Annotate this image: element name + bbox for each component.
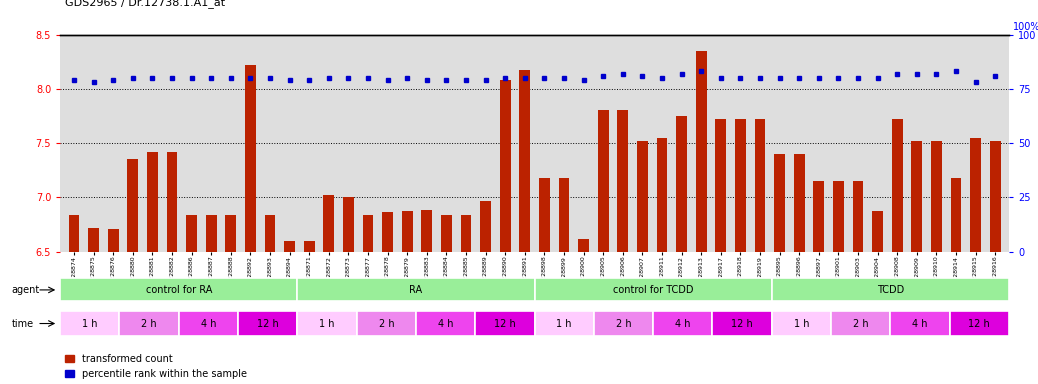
Bar xyxy=(265,215,275,252)
Text: 2 h: 2 h xyxy=(141,318,157,329)
Bar xyxy=(519,70,530,252)
Text: control for RA: control for RA xyxy=(145,285,212,295)
Bar xyxy=(441,215,452,252)
Bar xyxy=(695,51,707,252)
Bar xyxy=(421,210,432,252)
Legend: transformed count, percentile rank within the sample: transformed count, percentile rank withi… xyxy=(65,354,247,379)
Bar xyxy=(539,178,550,252)
Text: 2 h: 2 h xyxy=(616,318,631,329)
Text: 1 h: 1 h xyxy=(794,318,810,329)
Text: time: time xyxy=(11,318,33,329)
Bar xyxy=(598,111,608,252)
Bar xyxy=(304,241,315,252)
Bar xyxy=(578,238,589,252)
Bar xyxy=(852,181,864,252)
Bar xyxy=(911,141,922,252)
Bar xyxy=(382,212,393,252)
Bar xyxy=(69,215,79,252)
Bar xyxy=(637,141,648,252)
Bar xyxy=(931,141,941,252)
Bar xyxy=(676,116,687,252)
Text: 4 h: 4 h xyxy=(912,318,928,329)
Bar xyxy=(324,195,334,252)
Bar xyxy=(971,137,981,252)
Text: 12 h: 12 h xyxy=(256,318,278,329)
Text: RA: RA xyxy=(409,285,422,295)
Bar xyxy=(735,119,745,252)
Bar xyxy=(715,119,727,252)
Bar xyxy=(245,65,255,252)
Text: 12 h: 12 h xyxy=(731,318,753,329)
Text: TCDD: TCDD xyxy=(877,285,904,295)
Bar xyxy=(225,215,236,252)
Bar xyxy=(128,159,138,252)
Bar xyxy=(108,229,118,252)
Bar xyxy=(774,154,785,252)
Text: 1 h: 1 h xyxy=(556,318,572,329)
Bar xyxy=(186,215,197,252)
Bar xyxy=(794,154,804,252)
Bar xyxy=(206,215,217,252)
Bar xyxy=(834,181,844,252)
Text: 4 h: 4 h xyxy=(200,318,216,329)
Text: 12 h: 12 h xyxy=(968,318,990,329)
Bar xyxy=(990,141,1001,252)
Bar xyxy=(461,215,471,252)
Bar xyxy=(872,211,883,252)
Bar xyxy=(657,137,667,252)
Bar xyxy=(402,211,412,252)
Bar xyxy=(343,197,354,252)
Text: 12 h: 12 h xyxy=(494,318,516,329)
Bar xyxy=(499,80,511,252)
Text: 100%: 100% xyxy=(1013,22,1038,32)
Bar xyxy=(892,119,903,252)
Text: 1 h: 1 h xyxy=(82,318,98,329)
Bar xyxy=(618,111,628,252)
Bar xyxy=(88,228,99,252)
Text: 4 h: 4 h xyxy=(438,318,454,329)
Bar xyxy=(755,119,765,252)
Bar xyxy=(362,215,374,252)
Bar xyxy=(558,178,570,252)
Text: agent: agent xyxy=(11,285,39,295)
Text: 2 h: 2 h xyxy=(853,318,869,329)
Bar xyxy=(166,152,177,252)
Text: GDS2965 / Dr.12738.1.A1_at: GDS2965 / Dr.12738.1.A1_at xyxy=(65,0,225,8)
Bar xyxy=(147,152,158,252)
Bar xyxy=(951,178,961,252)
Text: 4 h: 4 h xyxy=(675,318,690,329)
Bar xyxy=(284,241,295,252)
Text: 1 h: 1 h xyxy=(320,318,335,329)
Bar xyxy=(481,200,491,252)
Bar xyxy=(814,181,824,252)
Text: control for TCDD: control for TCDD xyxy=(612,285,693,295)
Text: 2 h: 2 h xyxy=(379,318,394,329)
